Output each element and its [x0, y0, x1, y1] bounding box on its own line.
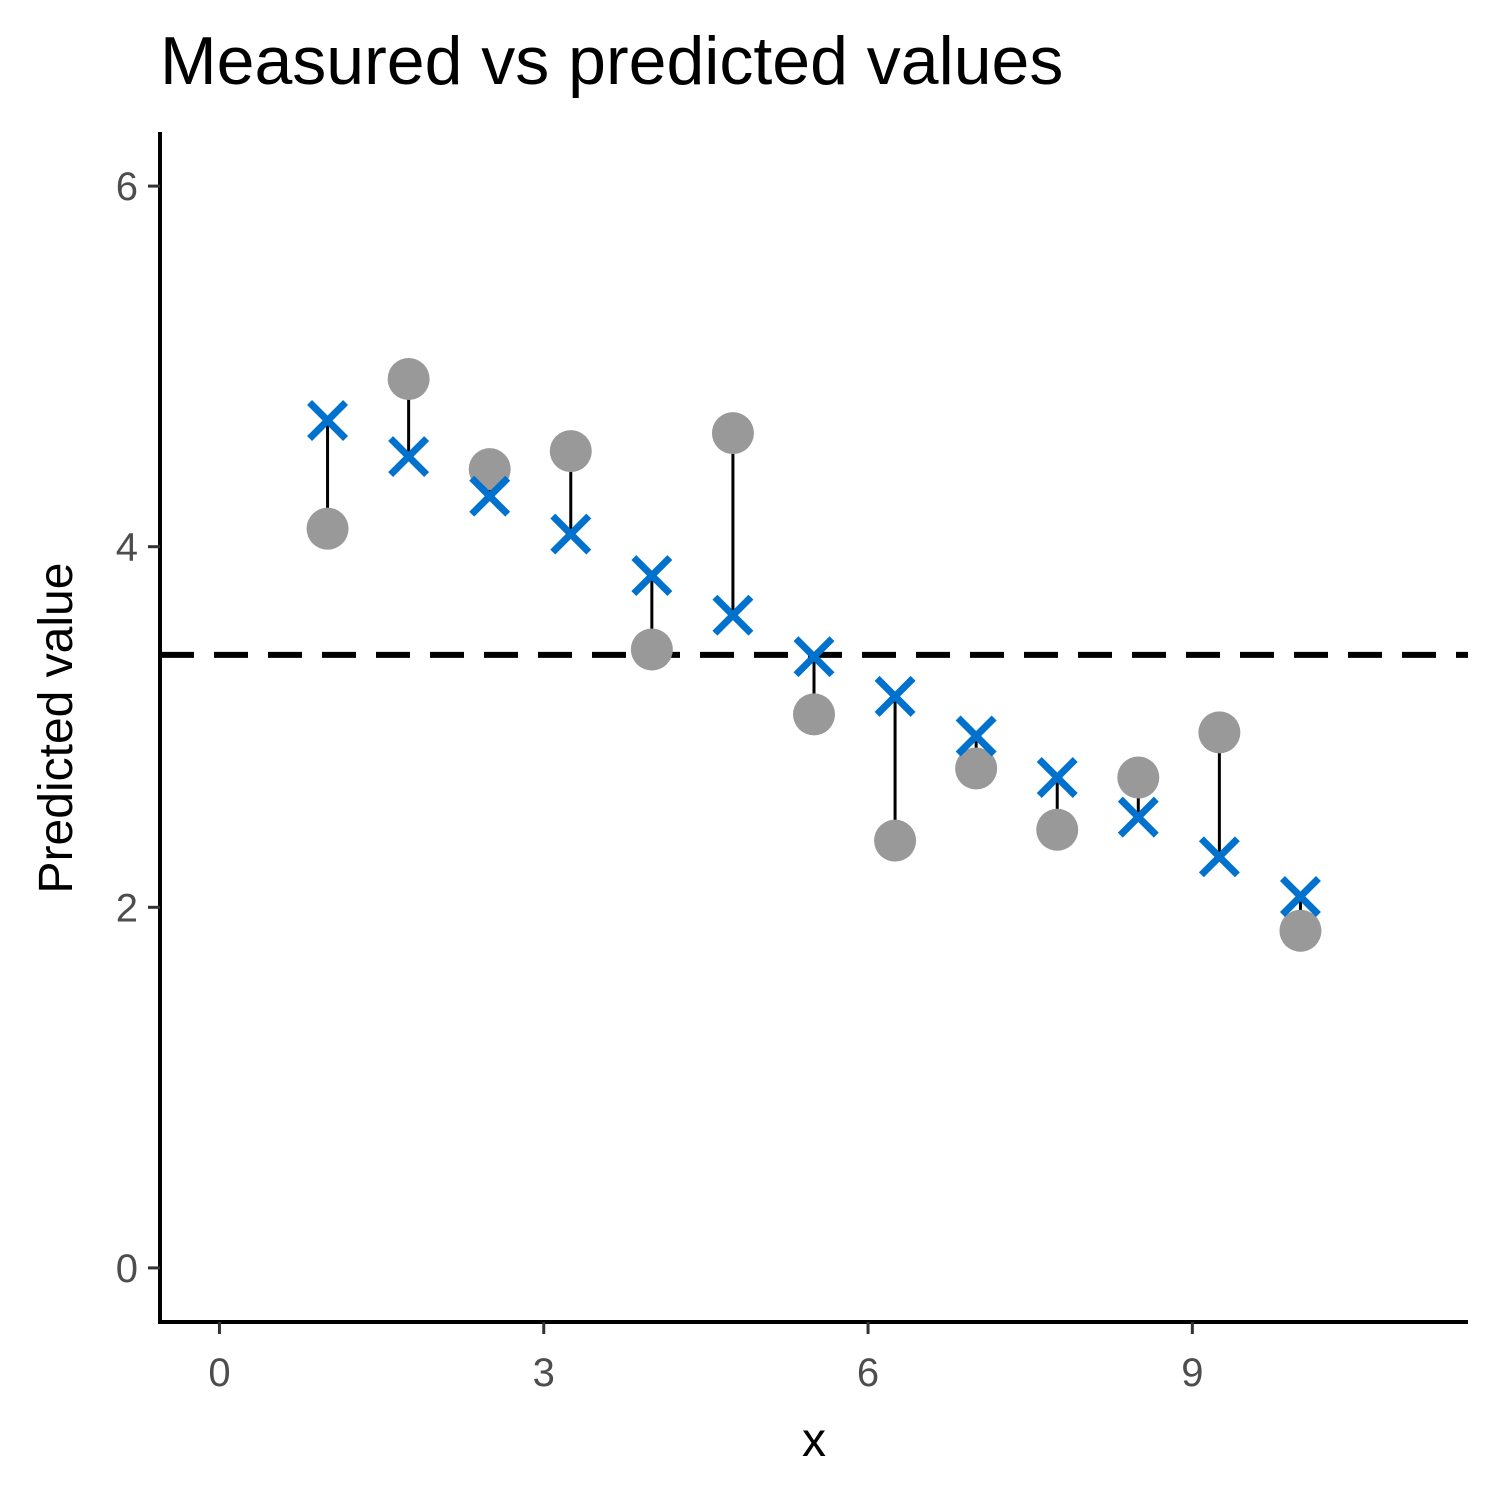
predicted-cross-stroke	[1198, 836, 1240, 878]
predicted-point	[712, 594, 754, 636]
measured-point	[1117, 756, 1160, 799]
predicted-point	[793, 636, 835, 678]
predicted-point	[874, 675, 916, 717]
predicted-cross-stroke	[955, 715, 997, 757]
predicted-cross-stroke	[631, 555, 673, 597]
x-tick-label: 9	[1181, 1351, 1203, 1395]
y-axis-title: Predicted value	[30, 563, 83, 894]
measured-point	[955, 747, 998, 790]
measured-point	[306, 507, 349, 550]
chart-title: Measured vs predicted values	[160, 23, 1063, 99]
predicted-point	[1279, 876, 1321, 917]
measured-point	[1279, 909, 1322, 952]
measured-point	[387, 358, 430, 401]
predicted-cross-stroke	[388, 436, 430, 478]
x-axis-title: x	[802, 1414, 826, 1467]
measured-point	[874, 819, 917, 862]
predicted-point	[631, 555, 673, 597]
predicted-cross-stroke	[469, 475, 511, 517]
predicted-point	[1117, 796, 1159, 838]
axes-group: 0 3 6 9 0 2 4 6	[116, 132, 1468, 1395]
measured-point	[711, 412, 754, 455]
y-tick-label: 6	[116, 165, 138, 209]
x-tick-label: 6	[857, 1351, 879, 1395]
predicted-point	[1036, 757, 1078, 798]
y-tick-label: 4	[116, 526, 138, 570]
predicted-point	[1198, 836, 1240, 878]
predicted-cross-stroke	[1036, 757, 1078, 798]
points-group	[306, 358, 1322, 952]
y-tick-label: 0	[116, 1247, 138, 1291]
predicted-cross-stroke	[307, 400, 349, 441]
measured-point	[468, 448, 511, 491]
predicted-cross-stroke	[550, 513, 592, 555]
predicted-cross-stroke	[1117, 796, 1159, 838]
measured-point	[793, 693, 835, 736]
predicted-point	[550, 513, 592, 555]
y-tick-label: 2	[116, 886, 138, 930]
x-tick-label: 0	[208, 1351, 230, 1395]
predicted-cross-stroke	[1279, 876, 1321, 917]
predicted-point	[955, 715, 997, 757]
predicted-cross-stroke	[793, 636, 835, 678]
predicted-point	[307, 400, 349, 441]
measured-point	[549, 430, 592, 473]
x-tick-label: 3	[533, 1351, 555, 1395]
predicted-cross-stroke	[874, 675, 916, 717]
measured-point	[1036, 808, 1079, 851]
predicted-cross-stroke	[712, 594, 754, 636]
predicted-point	[469, 475, 511, 517]
predicted-point	[388, 436, 430, 478]
measured-point	[1198, 711, 1241, 754]
measured-point	[630, 628, 673, 671]
